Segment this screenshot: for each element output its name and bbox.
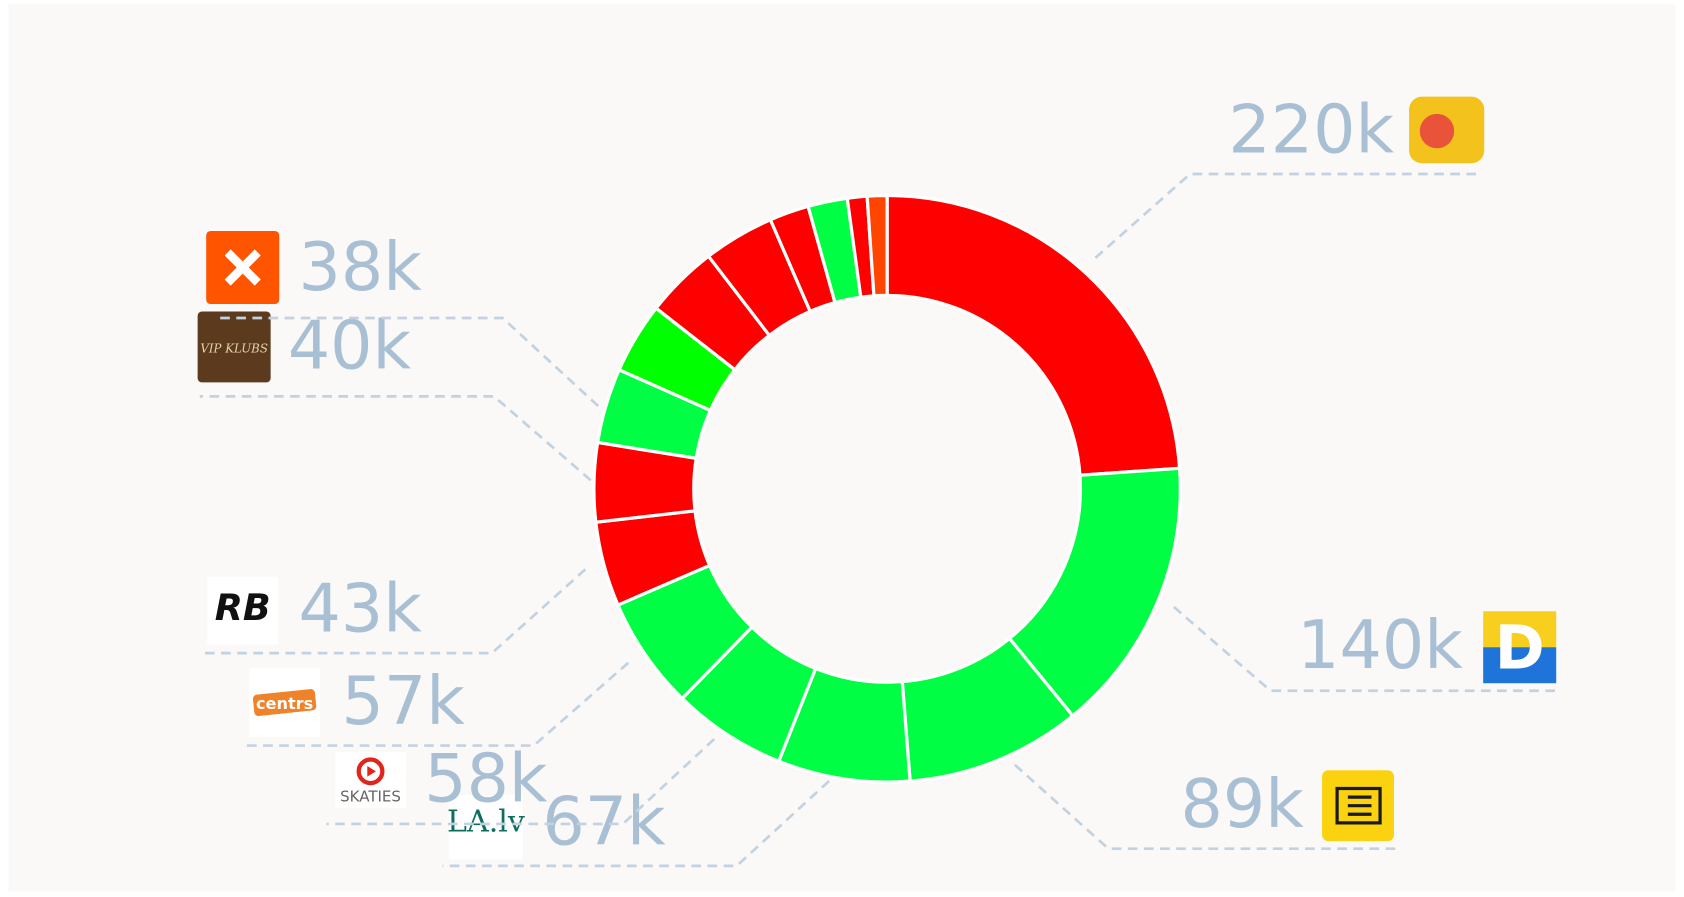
logo: VIP KLUBS [198, 312, 271, 383]
logo-shape [1420, 114, 1454, 148]
logo-text: centrs [256, 694, 313, 713]
chart: 220k140kD89k67kLA.lv58kSKATIES57kcentrs4… [0, 0, 1684, 897]
logo [206, 231, 279, 304]
logo: SKATIES [335, 752, 406, 808]
value-label: 38k [299, 228, 423, 306]
logo-text: VIP KLUBS [200, 341, 268, 355]
logo: D [1483, 611, 1556, 683]
value-label: 67k [542, 782, 666, 860]
logo: centrs [249, 668, 320, 737]
logo-text: SKATIES [340, 787, 401, 805]
value-label: 140k [1297, 606, 1463, 684]
value-label: 58k [424, 739, 548, 817]
value-label: 57k [342, 662, 466, 740]
value-label: 220k [1228, 91, 1394, 169]
logo: RB [207, 577, 278, 645]
logo [1409, 97, 1484, 164]
value-label: 43k [299, 570, 423, 648]
value-label: 89k [1181, 765, 1305, 843]
logo-text: D [1495, 614, 1545, 684]
logo-text: RB [215, 586, 271, 629]
logo [1322, 770, 1394, 841]
